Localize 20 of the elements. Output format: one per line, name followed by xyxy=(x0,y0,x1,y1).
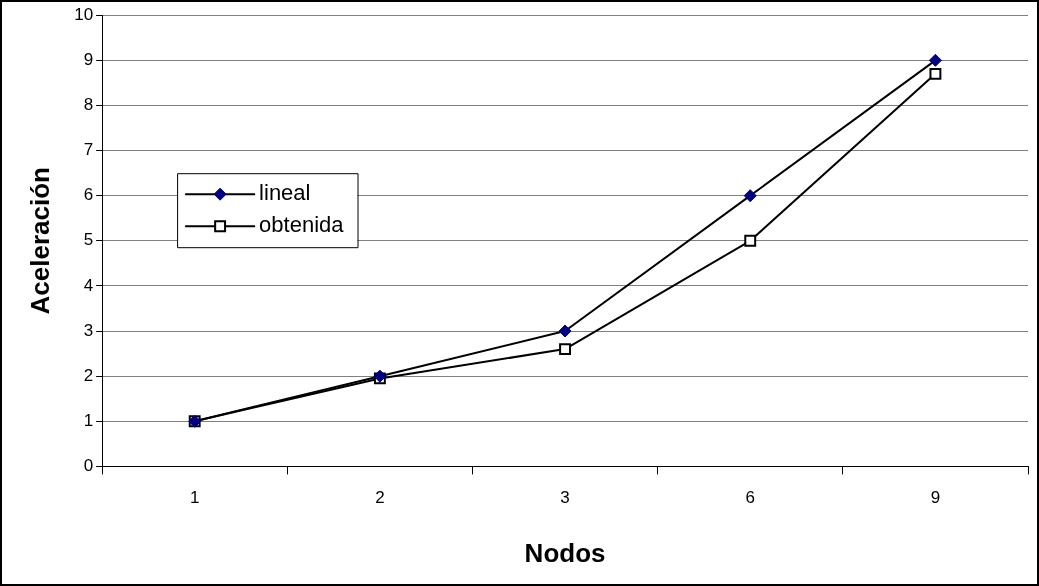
y-axis-title: Aceleración xyxy=(24,167,55,315)
x-tick-label: 3 xyxy=(560,488,570,508)
y-tick-label: 8 xyxy=(83,95,94,115)
x-axis-title: Nodos xyxy=(524,537,606,568)
x-tick-label: 9 xyxy=(930,488,941,508)
y-tick-label: 2 xyxy=(83,365,94,385)
legend-label: obtenida xyxy=(259,212,345,238)
y-tick-label: 4 xyxy=(83,275,94,295)
y-tick-label: 6 xyxy=(83,185,94,205)
y-tick-label: 1 xyxy=(83,410,94,430)
y-tick-label: 9 xyxy=(83,50,94,70)
x-tick-label: 6 xyxy=(745,488,755,508)
legend-label: lineal xyxy=(259,180,311,206)
y-tick-label: 7 xyxy=(83,140,94,160)
y-tick-label: 10 xyxy=(74,4,94,24)
y-tick-label: 0 xyxy=(83,456,94,476)
x-tick-label: 2 xyxy=(375,488,385,508)
y-tick-label: 5 xyxy=(83,230,94,250)
y-tick-label: 3 xyxy=(83,320,94,340)
x-tick-label: 1 xyxy=(189,488,200,508)
